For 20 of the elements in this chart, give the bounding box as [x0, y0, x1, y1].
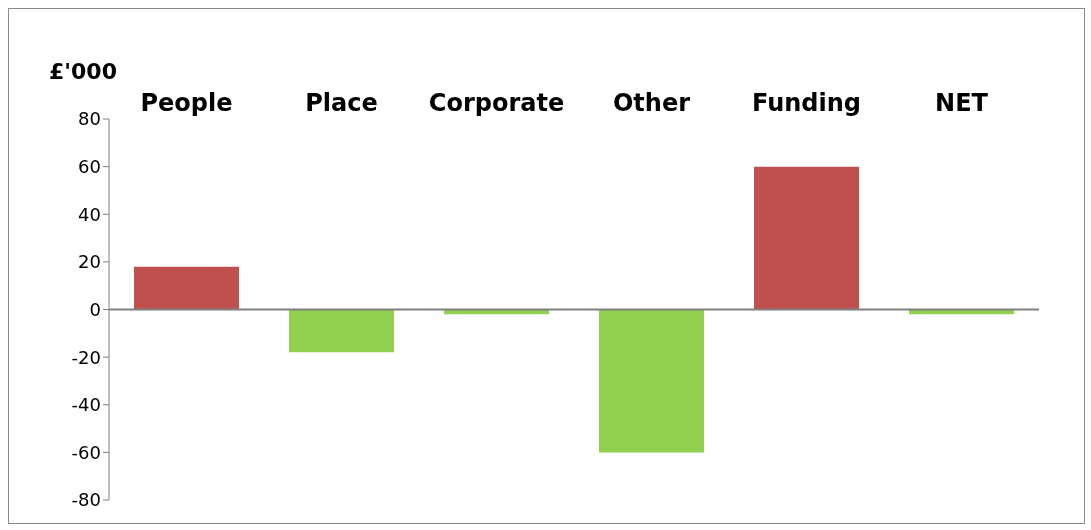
- y-axis-title: £'000: [49, 59, 117, 84]
- y-tick-label: -60: [71, 441, 101, 463]
- x-tick-label: Place: [305, 89, 378, 117]
- y-tick-label: 20: [78, 251, 101, 273]
- y-tick-label: 0: [89, 298, 101, 320]
- y-tick-label: -80: [71, 489, 101, 511]
- bar: [754, 166, 859, 310]
- x-tick-label: NET: [935, 89, 989, 117]
- x-tick-label: Funding: [751, 89, 862, 117]
- bar: [289, 309, 394, 353]
- x-tick-label: People: [140, 89, 233, 117]
- y-tick-label: 60: [78, 156, 101, 178]
- bar: [599, 309, 704, 453]
- x-tick-label: Other: [612, 89, 691, 117]
- y-tick-label: -40: [71, 394, 101, 416]
- y-tick-label: -20: [71, 346, 101, 368]
- bar: [134, 266, 239, 310]
- x-tick-label: Corporate: [428, 89, 565, 117]
- y-tick-label: 40: [78, 203, 101, 225]
- y-tick-label: 80: [78, 108, 101, 130]
